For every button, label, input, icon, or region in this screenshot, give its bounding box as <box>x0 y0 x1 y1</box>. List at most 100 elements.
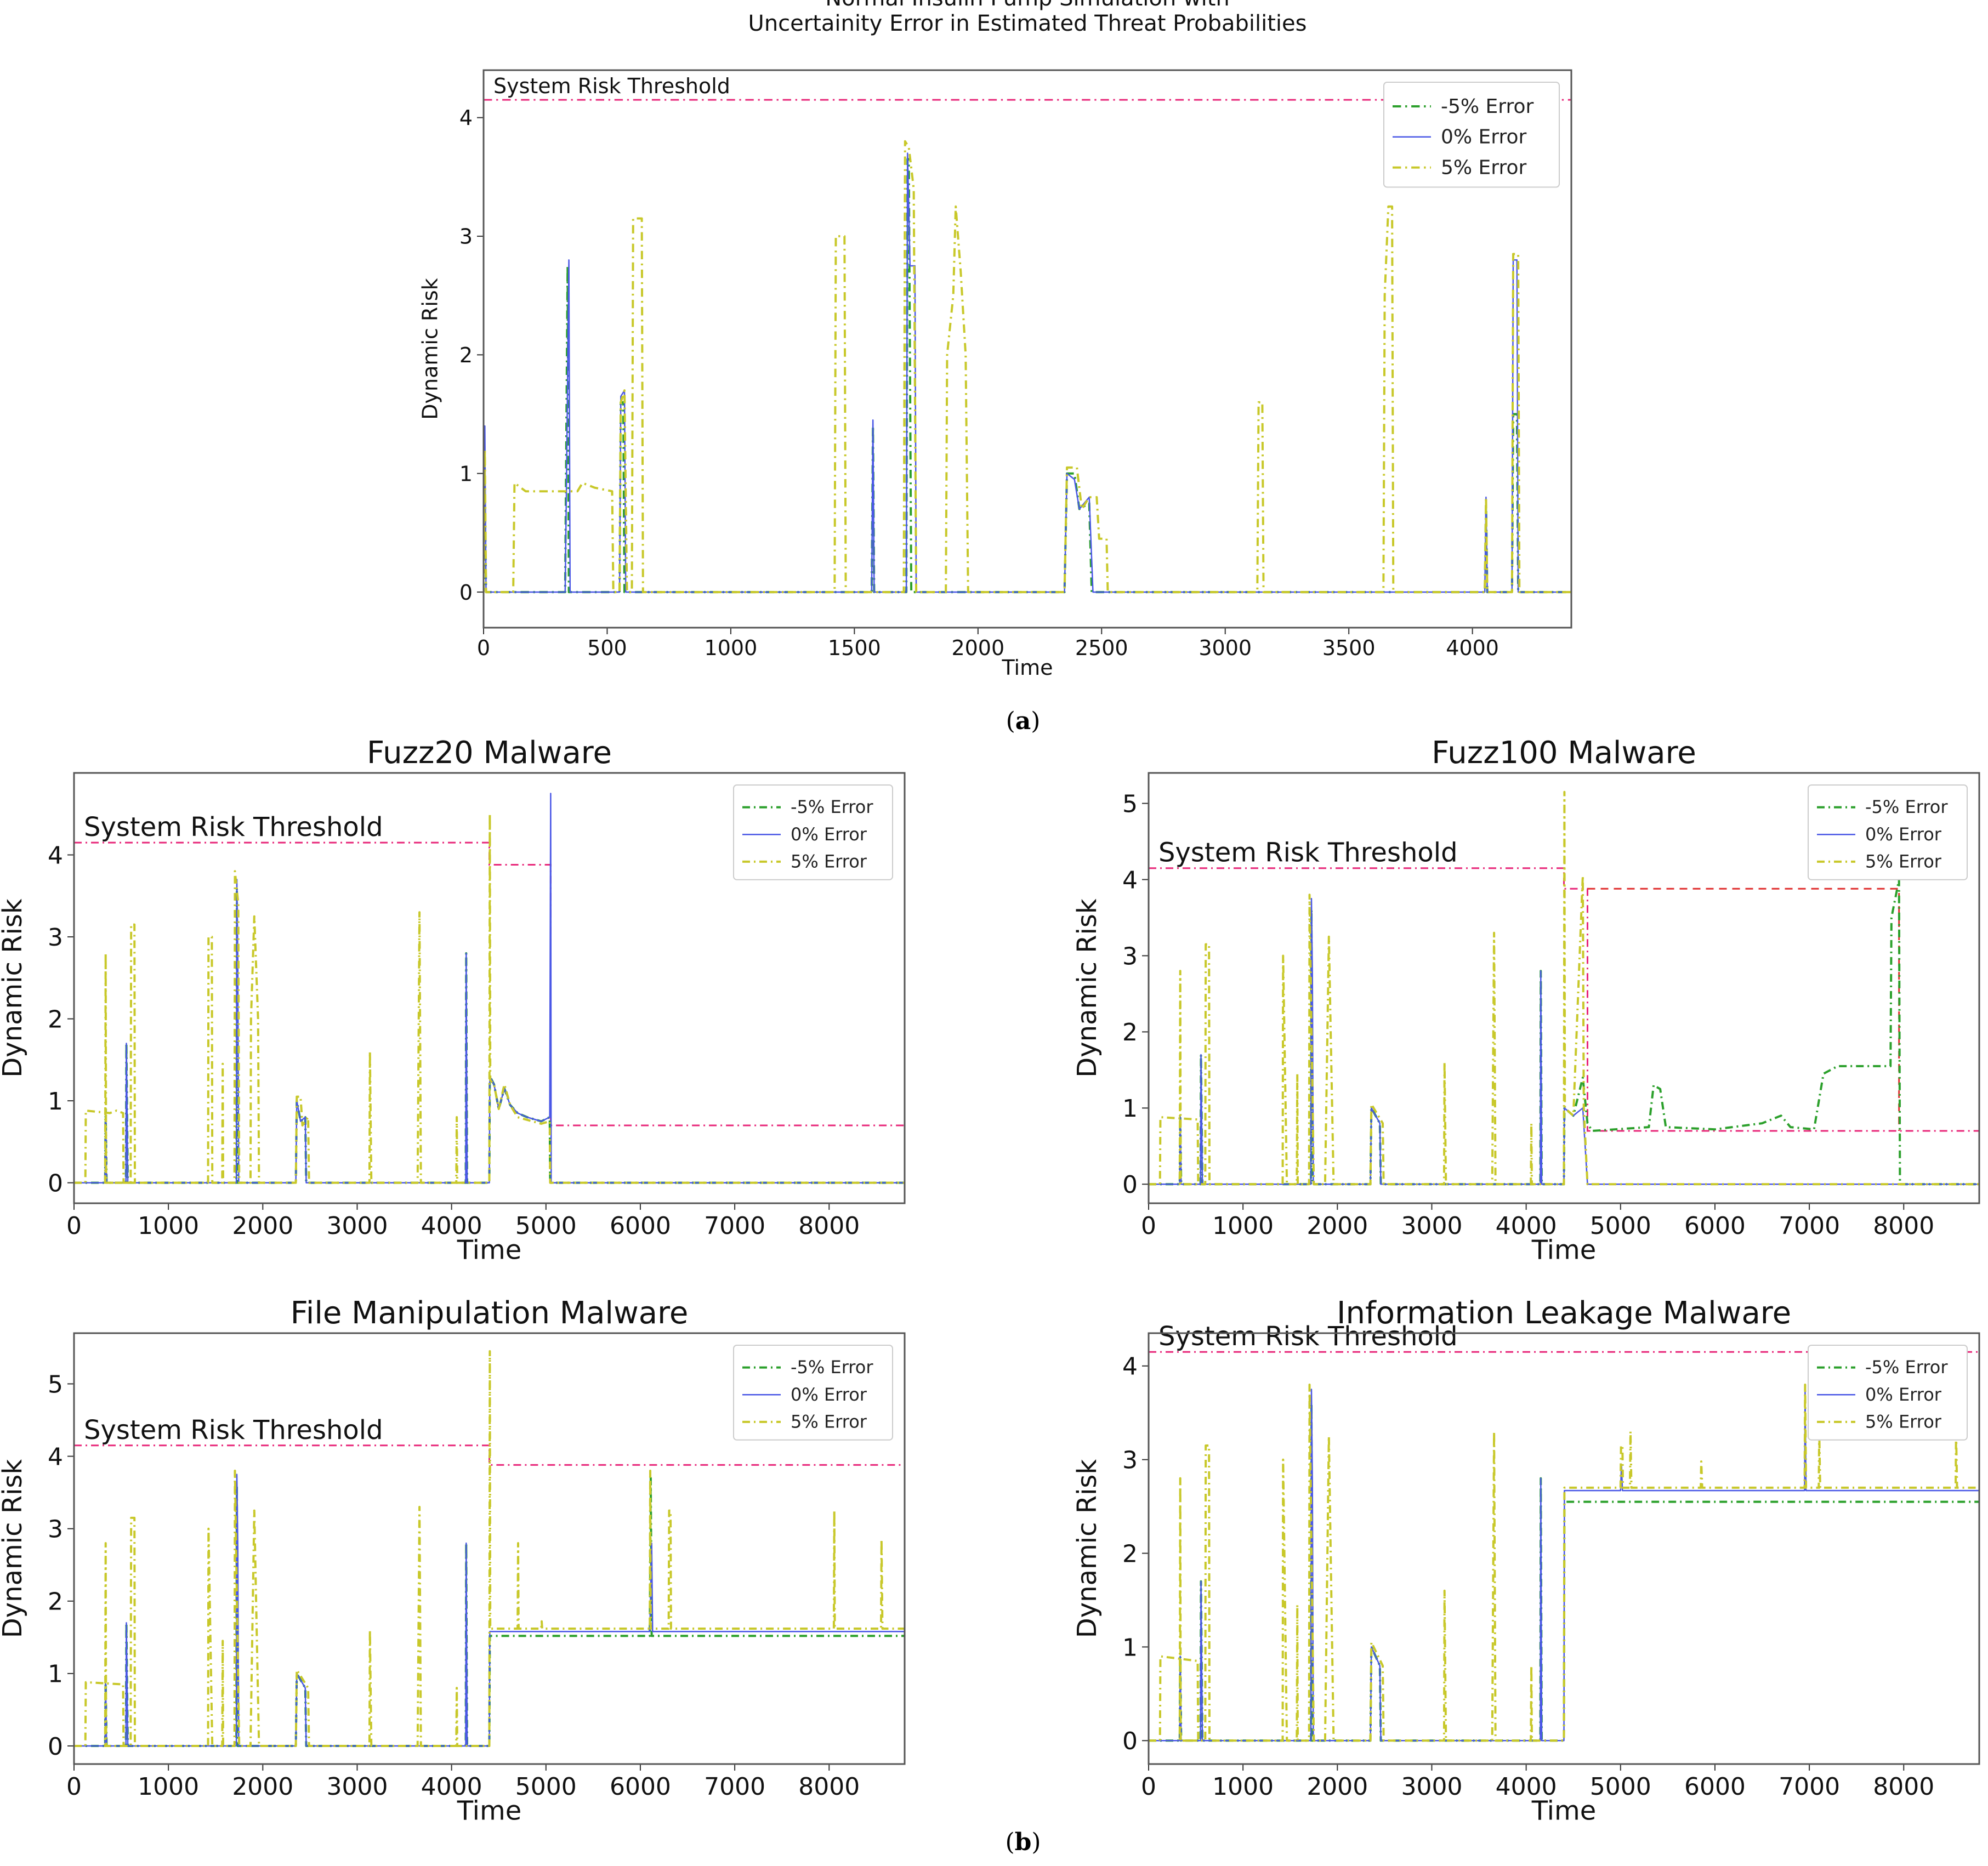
legend-label: 5% Error <box>791 851 867 872</box>
legend-label: 5% Error <box>1865 851 1942 872</box>
plot-frame <box>1148 1332 1980 1765</box>
x-tick-label: 2000 <box>232 1773 293 1801</box>
y-tick-label: 0 <box>48 1733 63 1761</box>
x-tick-label: 3000 <box>326 1773 388 1801</box>
legend-label: 0% Error <box>791 1384 867 1405</box>
y-tick-label: 2 <box>1122 1019 1138 1046</box>
plot-frame <box>1148 772 1980 1204</box>
y-tick-label: 0 <box>459 581 473 605</box>
chart-normal: Normal Insulin Pump Simulation withUncer… <box>418 0 1572 680</box>
x-tick-label: 500 <box>587 636 627 660</box>
series-line-2 <box>1149 790 1979 1186</box>
x-tick-label: 6000 <box>1684 1212 1746 1240</box>
legend-label: -5% Error <box>791 1357 873 1378</box>
plot-frame <box>482 69 1572 629</box>
chart-title: File Manipulation Malware <box>291 1295 689 1331</box>
x-axis-label: Time <box>1531 1235 1596 1266</box>
x-tick-label: 8000 <box>1873 1212 1934 1240</box>
x-tick-label: 4000 <box>1496 1212 1557 1240</box>
y-tick-label: 3 <box>1122 942 1138 970</box>
threshold-annotation: System Risk Threshold <box>1158 1321 1458 1352</box>
y-tick-label: 4 <box>48 841 63 869</box>
legend-label: -5% Error <box>1441 95 1533 118</box>
x-tick-label: 3000 <box>1199 636 1252 660</box>
plot-frame <box>73 1332 906 1765</box>
x-tick-label: 4000 <box>421 1773 482 1801</box>
y-tick-label: 4 <box>1122 1353 1138 1381</box>
x-tick-label: 7000 <box>1779 1773 1840 1801</box>
x-tick-label: 6000 <box>1684 1773 1746 1801</box>
y-tick-label: 1 <box>48 1088 63 1116</box>
x-tick-label: 5000 <box>515 1773 577 1801</box>
y-axis-label: Dynamic Risk <box>1072 1459 1103 1639</box>
panel-label-a: (a) <box>1006 707 1041 735</box>
threshold-annotation: System Risk Threshold <box>84 1415 383 1446</box>
x-tick-label: 2000 <box>1307 1212 1368 1240</box>
chart-title: Information Leakage Malware <box>1337 1295 1791 1331</box>
y-tick-label: 0 <box>1122 1727 1138 1755</box>
x-tick-label: 2000 <box>951 636 1004 660</box>
legend-label: 0% Error <box>1865 1384 1942 1405</box>
y-tick-label: 4 <box>1122 866 1138 894</box>
y-tick-label: 1 <box>459 462 473 486</box>
x-tick-label: 8000 <box>798 1212 860 1240</box>
chart-title: Fuzz100 Malware <box>1432 735 1696 771</box>
x-tick-label: 0 <box>66 1773 82 1801</box>
y-tick-label: 5 <box>1122 790 1138 818</box>
x-tick-label: 1500 <box>828 636 881 660</box>
legend-box <box>733 784 893 880</box>
x-tick-label: 7000 <box>704 1773 765 1801</box>
x-tick-label: 3000 <box>326 1212 388 1240</box>
y-tick-label: 2 <box>459 343 473 367</box>
x-tick-label: 4000 <box>1446 636 1499 660</box>
plot-frame <box>73 772 906 1204</box>
y-tick-label: 2 <box>48 1005 63 1033</box>
x-tick-label: 5000 <box>515 1212 577 1240</box>
y-tick-label: 2 <box>1122 1540 1138 1568</box>
y-tick-label: 5 <box>48 1370 63 1398</box>
legend-label: 0% Error <box>791 824 867 845</box>
y-tick-label: 1 <box>1122 1634 1138 1662</box>
threshold-annotation: System Risk Threshold <box>84 812 383 843</box>
legend-label: -5% Error <box>1865 1357 1948 1378</box>
threshold-annotation: System Risk Threshold <box>1158 838 1458 868</box>
x-axis-label: Time <box>1531 1796 1596 1827</box>
y-tick-label: 3 <box>48 1516 63 1544</box>
x-tick-label: 4000 <box>1496 1773 1557 1801</box>
chart-fuzz100: Fuzz100 Malware 0 1000 2000 3000 4000 5000 6000… <box>1072 735 1980 1266</box>
legend-label: 0% Error <box>1865 824 1942 845</box>
x-axis-label: Time <box>457 1235 521 1266</box>
y-tick-label: 3 <box>48 924 63 952</box>
x-tick-label: 2000 <box>232 1212 293 1240</box>
x-axis-label: Time <box>1002 656 1053 680</box>
threshold-line <box>74 841 905 1127</box>
x-tick-label: 7000 <box>704 1212 765 1240</box>
chart-title: Normal Insulin Pump Simulation with <box>825 0 1230 11</box>
threshold-annotation: System Risk Threshold <box>493 74 730 98</box>
series-line-2 <box>1149 1384 1979 1742</box>
x-tick-label: 4000 <box>421 1212 482 1240</box>
series-line-2 <box>484 140 1571 594</box>
x-tick-label: 1000 <box>1212 1212 1274 1240</box>
legend-box <box>1808 1345 1968 1441</box>
x-tick-label: 0 <box>66 1212 82 1240</box>
x-tick-label: 2000 <box>1307 1773 1368 1801</box>
series-line-0 <box>484 158 1571 594</box>
x-tick-label: 6000 <box>610 1773 671 1801</box>
y-tick-label: 0 <box>1122 1171 1138 1199</box>
series-line-2 <box>74 812 905 1184</box>
x-tick-label: 3000 <box>1401 1773 1462 1801</box>
threshold-line-secondary <box>1587 888 1900 1131</box>
chart-title: Uncertainity Error in Estimated Threat P… <box>748 11 1307 36</box>
threshold-line <box>1149 867 1979 1132</box>
series-line-2 <box>74 1350 905 1747</box>
y-axis-label: Dynamic Risk <box>418 278 442 419</box>
legend-label: 5% Error <box>791 1411 867 1432</box>
y-tick-label: 0 <box>48 1169 63 1197</box>
y-tick-label: 4 <box>459 106 473 130</box>
chart-infoleak: Information Leakage Malware 0 1000 2000 3000… <box>1072 1295 1980 1827</box>
y-axis-label: Dynamic Risk <box>0 1459 28 1639</box>
legend-box <box>1808 784 1968 880</box>
